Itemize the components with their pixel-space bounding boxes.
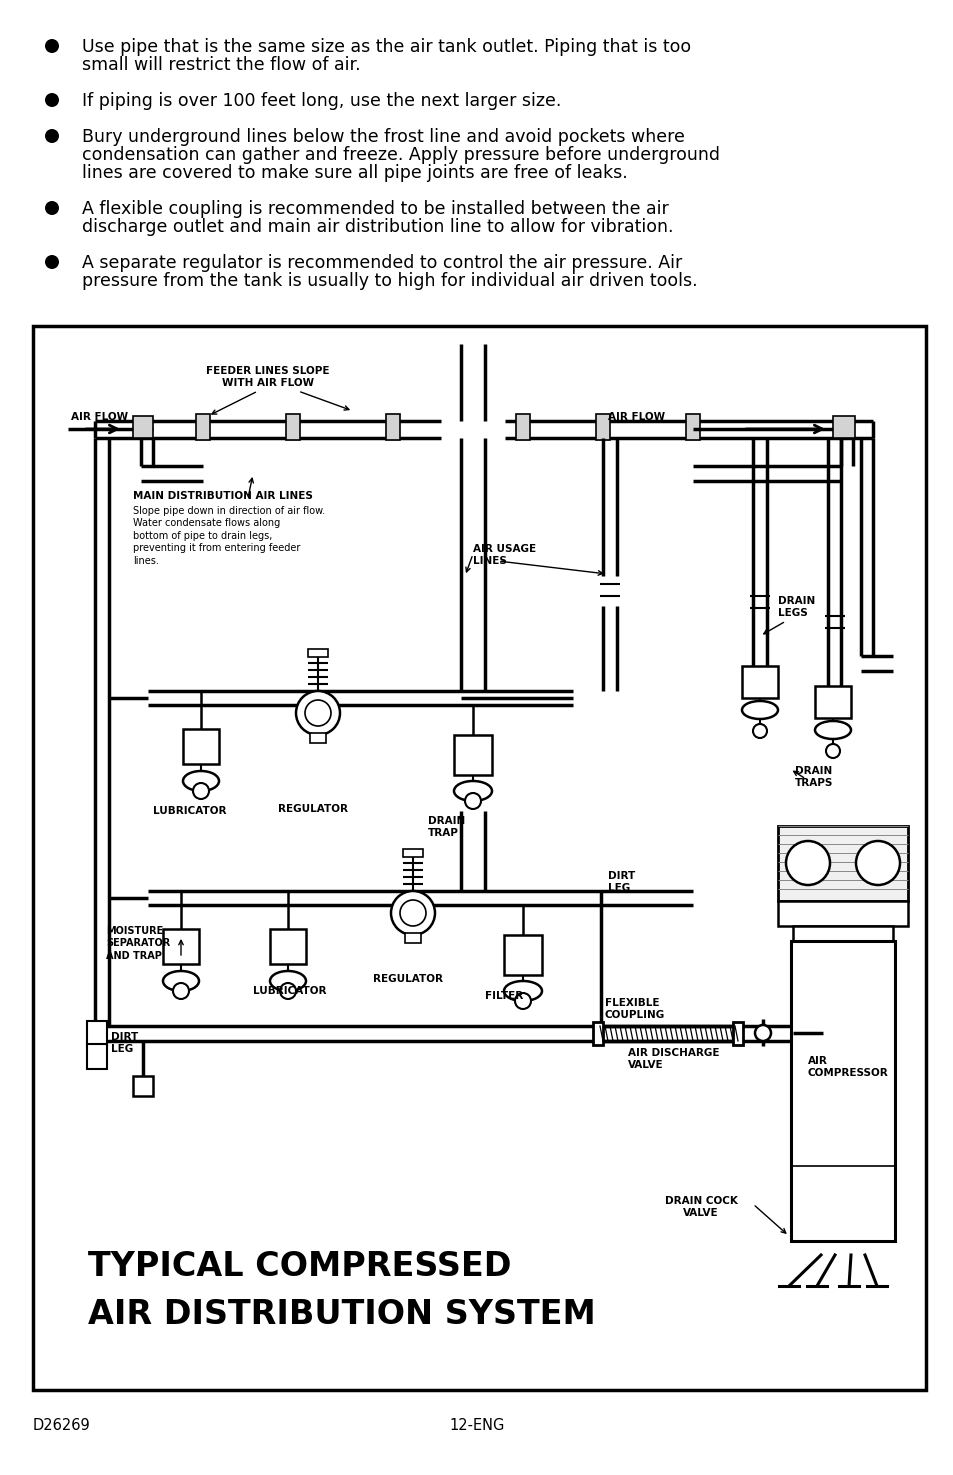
- Bar: [33, 326, 925, 1389]
- Ellipse shape: [183, 771, 219, 791]
- Circle shape: [45, 128, 59, 143]
- Text: D26269: D26269: [33, 1417, 91, 1434]
- Bar: [195, 414, 210, 440]
- Bar: [516, 414, 530, 440]
- Bar: [503, 935, 541, 975]
- Bar: [270, 929, 306, 965]
- Circle shape: [825, 743, 840, 758]
- Circle shape: [280, 982, 295, 999]
- Bar: [778, 901, 907, 926]
- Bar: [593, 1022, 602, 1044]
- Bar: [183, 729, 219, 764]
- Bar: [132, 1075, 152, 1096]
- Circle shape: [464, 794, 480, 808]
- Text: AIR FLOW: AIR FLOW: [607, 412, 664, 422]
- Text: DRAIN
TRAP: DRAIN TRAP: [428, 816, 465, 838]
- Bar: [814, 686, 850, 718]
- Text: LUBRICATOR: LUBRICATOR: [152, 805, 226, 816]
- Bar: [132, 416, 152, 438]
- Bar: [778, 826, 907, 901]
- Text: A flexible coupling is recommended to be installed between the air: A flexible coupling is recommended to be…: [82, 201, 668, 218]
- Bar: [386, 414, 399, 440]
- Text: AIR USAGE
LINES: AIR USAGE LINES: [473, 544, 536, 566]
- Circle shape: [45, 38, 59, 53]
- Bar: [405, 934, 420, 943]
- Circle shape: [193, 783, 209, 799]
- Text: AIR FLOW: AIR FLOW: [71, 412, 128, 422]
- Circle shape: [391, 891, 435, 935]
- Text: DIRT
LEG: DIRT LEG: [607, 872, 635, 894]
- Circle shape: [172, 982, 189, 999]
- Text: DRAIN
TRAPS: DRAIN TRAPS: [794, 766, 833, 789]
- Ellipse shape: [814, 721, 850, 739]
- Text: DRAIN COCK
VALVE: DRAIN COCK VALVE: [664, 1196, 737, 1218]
- Circle shape: [855, 841, 899, 885]
- Bar: [732, 1022, 742, 1044]
- Circle shape: [785, 841, 829, 885]
- Text: pressure from the tank is usually to high for individual air driven tools.: pressure from the tank is usually to hig…: [82, 271, 697, 291]
- Text: AIR
COMPRESSOR: AIR COMPRESSOR: [807, 1056, 888, 1078]
- Ellipse shape: [454, 780, 492, 801]
- Text: 12-ENG: 12-ENG: [449, 1417, 504, 1434]
- Text: MAIN DISTRIBUTION AIR LINES: MAIN DISTRIBUTION AIR LINES: [132, 491, 313, 502]
- Bar: [163, 929, 199, 965]
- Circle shape: [515, 993, 531, 1009]
- Bar: [308, 649, 328, 656]
- Bar: [454, 735, 492, 774]
- Bar: [286, 414, 299, 440]
- Circle shape: [754, 1025, 770, 1041]
- Text: DRAIN
LEGS: DRAIN LEGS: [778, 596, 815, 618]
- Text: discharge outlet and main air distribution line to allow for vibration.: discharge outlet and main air distributi…: [82, 218, 673, 236]
- Text: Use pipe that is the same size as the air tank outlet. Piping that is too: Use pipe that is the same size as the ai…: [82, 38, 690, 56]
- Text: small will restrict the flow of air.: small will restrict the flow of air.: [82, 56, 360, 74]
- Text: TYPICAL COMPRESSED: TYPICAL COMPRESSED: [88, 1249, 511, 1283]
- Text: condensation can gather and freeze. Apply pressure before underground: condensation can gather and freeze. Appl…: [82, 146, 720, 164]
- Bar: [832, 416, 854, 438]
- Bar: [87, 1021, 107, 1046]
- Ellipse shape: [741, 701, 778, 718]
- Bar: [402, 850, 422, 857]
- Circle shape: [752, 724, 766, 738]
- Bar: [87, 1044, 107, 1069]
- Text: A separate regulator is recommended to control the air pressure. Air: A separate regulator is recommended to c…: [82, 254, 681, 271]
- Circle shape: [305, 701, 331, 726]
- Text: FLEXIBLE
COUPLING: FLEXIBLE COUPLING: [604, 999, 664, 1021]
- Text: AIR DISTRIBUTION SYSTEM: AIR DISTRIBUTION SYSTEM: [88, 1298, 595, 1330]
- Text: Bury underground lines below the frost line and avoid pockets where: Bury underground lines below the frost l…: [82, 128, 684, 146]
- Ellipse shape: [163, 971, 199, 991]
- Bar: [792, 926, 892, 944]
- Text: FILTER: FILTER: [484, 991, 522, 1002]
- Text: MOISTURE
SEPARATOR
AND TRAP: MOISTURE SEPARATOR AND TRAP: [106, 926, 170, 960]
- Text: REGULATOR: REGULATOR: [373, 974, 442, 984]
- Ellipse shape: [270, 971, 306, 991]
- Text: AIR DISCHARGE
VALVE: AIR DISCHARGE VALVE: [627, 1049, 719, 1071]
- Circle shape: [45, 201, 59, 215]
- Circle shape: [45, 93, 59, 108]
- Circle shape: [295, 690, 339, 735]
- Text: REGULATOR: REGULATOR: [277, 804, 348, 814]
- Text: FEEDER LINES SLOPE
WITH AIR FLOW: FEEDER LINES SLOPE WITH AIR FLOW: [206, 366, 330, 388]
- Circle shape: [45, 255, 59, 268]
- Text: DIRT
LEG: DIRT LEG: [111, 1032, 138, 1055]
- Bar: [741, 667, 778, 698]
- Text: Slope pipe down in direction of air flow.
Water condensate flows along
bottom of: Slope pipe down in direction of air flow…: [132, 506, 325, 565]
- Text: If piping is over 100 feet long, use the next larger size.: If piping is over 100 feet long, use the…: [82, 91, 560, 111]
- Text: lines are covered to make sure all pipe joints are free of leaks.: lines are covered to make sure all pipe …: [82, 164, 627, 181]
- Bar: [596, 414, 609, 440]
- Ellipse shape: [503, 981, 541, 1002]
- Circle shape: [399, 900, 426, 926]
- Text: LUBRICATOR: LUBRICATOR: [253, 985, 326, 996]
- Bar: [685, 414, 700, 440]
- Bar: [790, 941, 894, 1240]
- Bar: [310, 733, 326, 743]
